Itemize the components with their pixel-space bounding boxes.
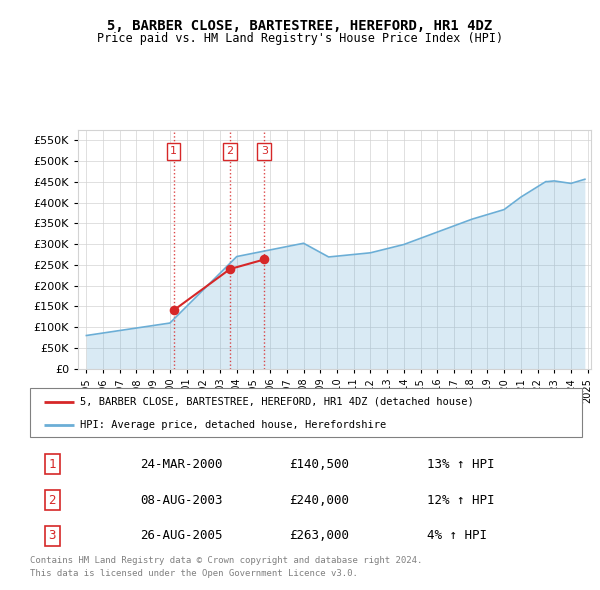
- Point: [225, 264, 235, 274]
- Text: 13% ↑ HPI: 13% ↑ HPI: [427, 458, 495, 471]
- Text: Price paid vs. HM Land Registry's House Price Index (HPI): Price paid vs. HM Land Registry's House …: [97, 32, 503, 45]
- Text: 2: 2: [49, 494, 56, 507]
- Text: 5, BARBER CLOSE, BARTESTREE, HEREFORD, HR1 4DZ (detached house): 5, BARBER CLOSE, BARTESTREE, HEREFORD, H…: [80, 396, 473, 407]
- Text: £140,500: £140,500: [289, 458, 349, 471]
- Text: 1: 1: [170, 146, 177, 156]
- Text: 4% ↑ HPI: 4% ↑ HPI: [427, 529, 487, 542]
- Text: 3: 3: [261, 146, 268, 156]
- Text: 3: 3: [49, 529, 56, 542]
- Point: [260, 255, 269, 264]
- Text: This data is licensed under the Open Government Licence v3.0.: This data is licensed under the Open Gov…: [30, 569, 358, 578]
- Text: Contains HM Land Registry data © Crown copyright and database right 2024.: Contains HM Land Registry data © Crown c…: [30, 556, 422, 565]
- Text: HPI: Average price, detached house, Herefordshire: HPI: Average price, detached house, Here…: [80, 419, 386, 430]
- Point: [169, 306, 178, 315]
- Text: 08-AUG-2003: 08-AUG-2003: [140, 494, 223, 507]
- Text: 2: 2: [226, 146, 233, 156]
- Text: 12% ↑ HPI: 12% ↑ HPI: [427, 494, 495, 507]
- FancyBboxPatch shape: [30, 388, 582, 437]
- Text: 26-AUG-2005: 26-AUG-2005: [140, 529, 223, 542]
- Text: 5, BARBER CLOSE, BARTESTREE, HEREFORD, HR1 4DZ: 5, BARBER CLOSE, BARTESTREE, HEREFORD, H…: [107, 19, 493, 34]
- Text: 24-MAR-2000: 24-MAR-2000: [140, 458, 223, 471]
- Text: £240,000: £240,000: [289, 494, 349, 507]
- Text: 1: 1: [49, 458, 56, 471]
- Text: £263,000: £263,000: [289, 529, 349, 542]
